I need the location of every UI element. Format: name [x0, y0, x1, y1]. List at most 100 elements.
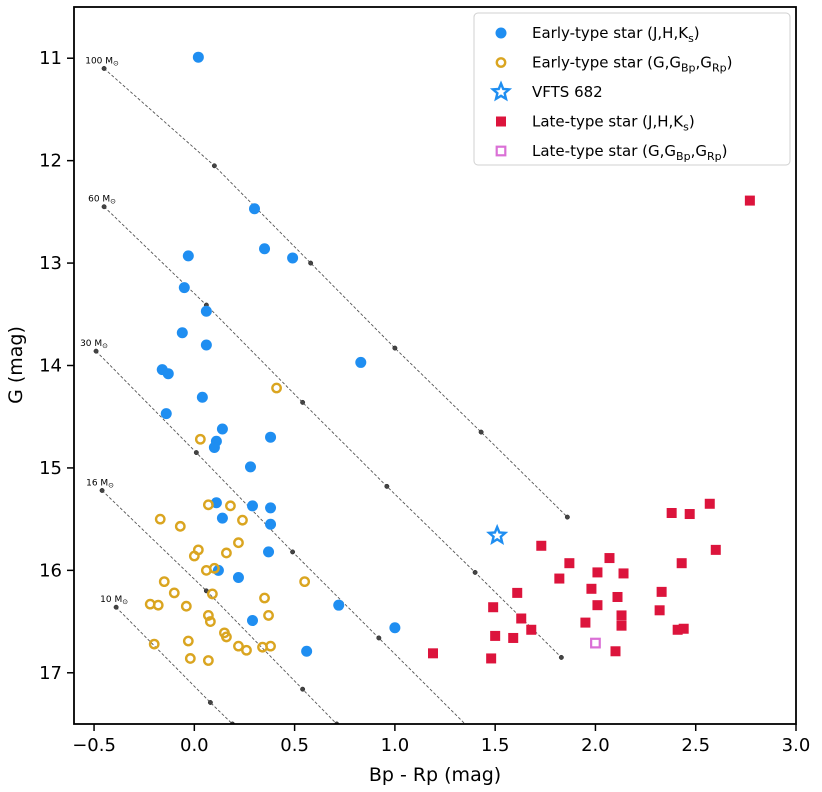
data-point — [233, 537, 244, 549]
data-point — [194, 433, 206, 445]
track-node — [290, 549, 296, 555]
track-node — [93, 348, 99, 354]
track-node — [558, 654, 564, 660]
track-node — [101, 66, 107, 71]
data-point — [168, 587, 180, 599]
data-point — [564, 558, 575, 569]
data-point — [200, 339, 212, 351]
data-point — [301, 645, 313, 657]
data-point — [241, 644, 252, 656]
data-point — [265, 431, 277, 443]
data-point — [554, 573, 565, 584]
data-point — [184, 653, 196, 664]
y-tick-label: 12 — [39, 151, 62, 172]
data-point — [160, 408, 172, 420]
data-point — [216, 512, 228, 524]
track-label: 10 M⊙ — [100, 595, 128, 606]
y-tick-label: 16 — [39, 560, 62, 581]
track-node — [300, 686, 306, 692]
legend-marker — [495, 145, 507, 157]
data-point — [202, 610, 214, 621]
legend-marker — [489, 80, 513, 102]
data-point — [249, 203, 260, 215]
data-point — [299, 576, 311, 588]
data-point — [259, 243, 271, 255]
data-point — [271, 382, 282, 394]
legend-entry: Early-type star (J,H,Ks) — [532, 24, 700, 45]
data-point — [526, 624, 537, 635]
series-circle — [156, 51, 401, 657]
legend-box — [473, 12, 791, 166]
data-point — [684, 509, 695, 520]
track-line — [101, 490, 338, 724]
data-point — [590, 637, 601, 649]
data-point — [237, 514, 248, 526]
legend-marker — [495, 27, 507, 39]
data-point — [604, 553, 615, 564]
data-point — [580, 617, 591, 628]
data-point — [152, 599, 164, 611]
data-point — [180, 600, 192, 612]
legend-entry: VFTS 682 — [532, 83, 603, 101]
data-point — [233, 640, 244, 652]
data-point — [287, 252, 299, 264]
data-point — [704, 498, 715, 509]
y-tick-label: 14 — [39, 356, 62, 377]
track-node — [564, 514, 570, 520]
data-point — [263, 610, 274, 621]
y-axis-label: G (mag) — [5, 326, 27, 404]
x-tick-label: 2.0 — [581, 735, 610, 756]
data-point — [488, 602, 499, 613]
data-points — [144, 51, 755, 666]
x-axis: −0.5 0.0 0.5 1.0 1.5 2.0 2.5 3.0 — [72, 724, 810, 756]
track-node — [384, 483, 390, 489]
data-point — [616, 610, 627, 621]
x-tick-label: 3.0 — [782, 735, 811, 756]
y-tick-label: 17 — [39, 663, 62, 684]
data-point — [202, 655, 214, 666]
data-point — [182, 250, 194, 262]
data-point — [246, 500, 258, 512]
legend-entry: Late-type star (J,H,Ks) — [532, 113, 695, 134]
data-point — [610, 646, 621, 657]
track-line — [103, 68, 568, 518]
data-point — [196, 391, 208, 403]
data-point — [259, 592, 270, 604]
data-point — [156, 364, 168, 376]
track-line — [103, 206, 562, 658]
series-star — [486, 523, 509, 545]
track-line — [115, 606, 233, 724]
data-point — [154, 513, 166, 525]
track-node — [207, 700, 213, 705]
data-point — [592, 567, 603, 578]
x-axis-label: Bp - Rp (mag) — [369, 764, 501, 786]
track-labels: 100 M⊙ 60 M⊙ 30 M⊙ 16 M⊙ 10 M⊙ — [80, 56, 128, 606]
data-point — [265, 502, 277, 514]
track-node — [193, 450, 199, 456]
mass-tracks — [93, 66, 570, 724]
x-tick-label: 2.5 — [681, 735, 710, 756]
data-point — [486, 653, 497, 664]
track-node — [308, 260, 314, 266]
data-point — [536, 540, 547, 551]
data-point — [490, 630, 501, 641]
track-label: 30 M⊙ — [80, 339, 108, 350]
legend-entry: Late-type star (G,GBp,GRp) — [532, 142, 727, 163]
data-point — [618, 568, 629, 579]
track-label: 16 M⊙ — [86, 478, 114, 489]
data-point — [427, 648, 438, 659]
x-tick-label: 1.0 — [381, 735, 410, 756]
data-point — [244, 461, 256, 473]
data-point — [192, 51, 204, 63]
x-tick-label: 1.5 — [481, 735, 510, 756]
data-point — [174, 520, 186, 532]
series-hollow-square — [590, 637, 601, 649]
data-point — [176, 327, 188, 339]
data-point — [355, 356, 367, 368]
data-point — [592, 600, 603, 611]
y-axis: 11 12 13 14 15 16 17 — [39, 48, 74, 684]
data-point — [216, 423, 228, 435]
track-node — [472, 569, 478, 575]
track-node — [113, 604, 119, 610]
